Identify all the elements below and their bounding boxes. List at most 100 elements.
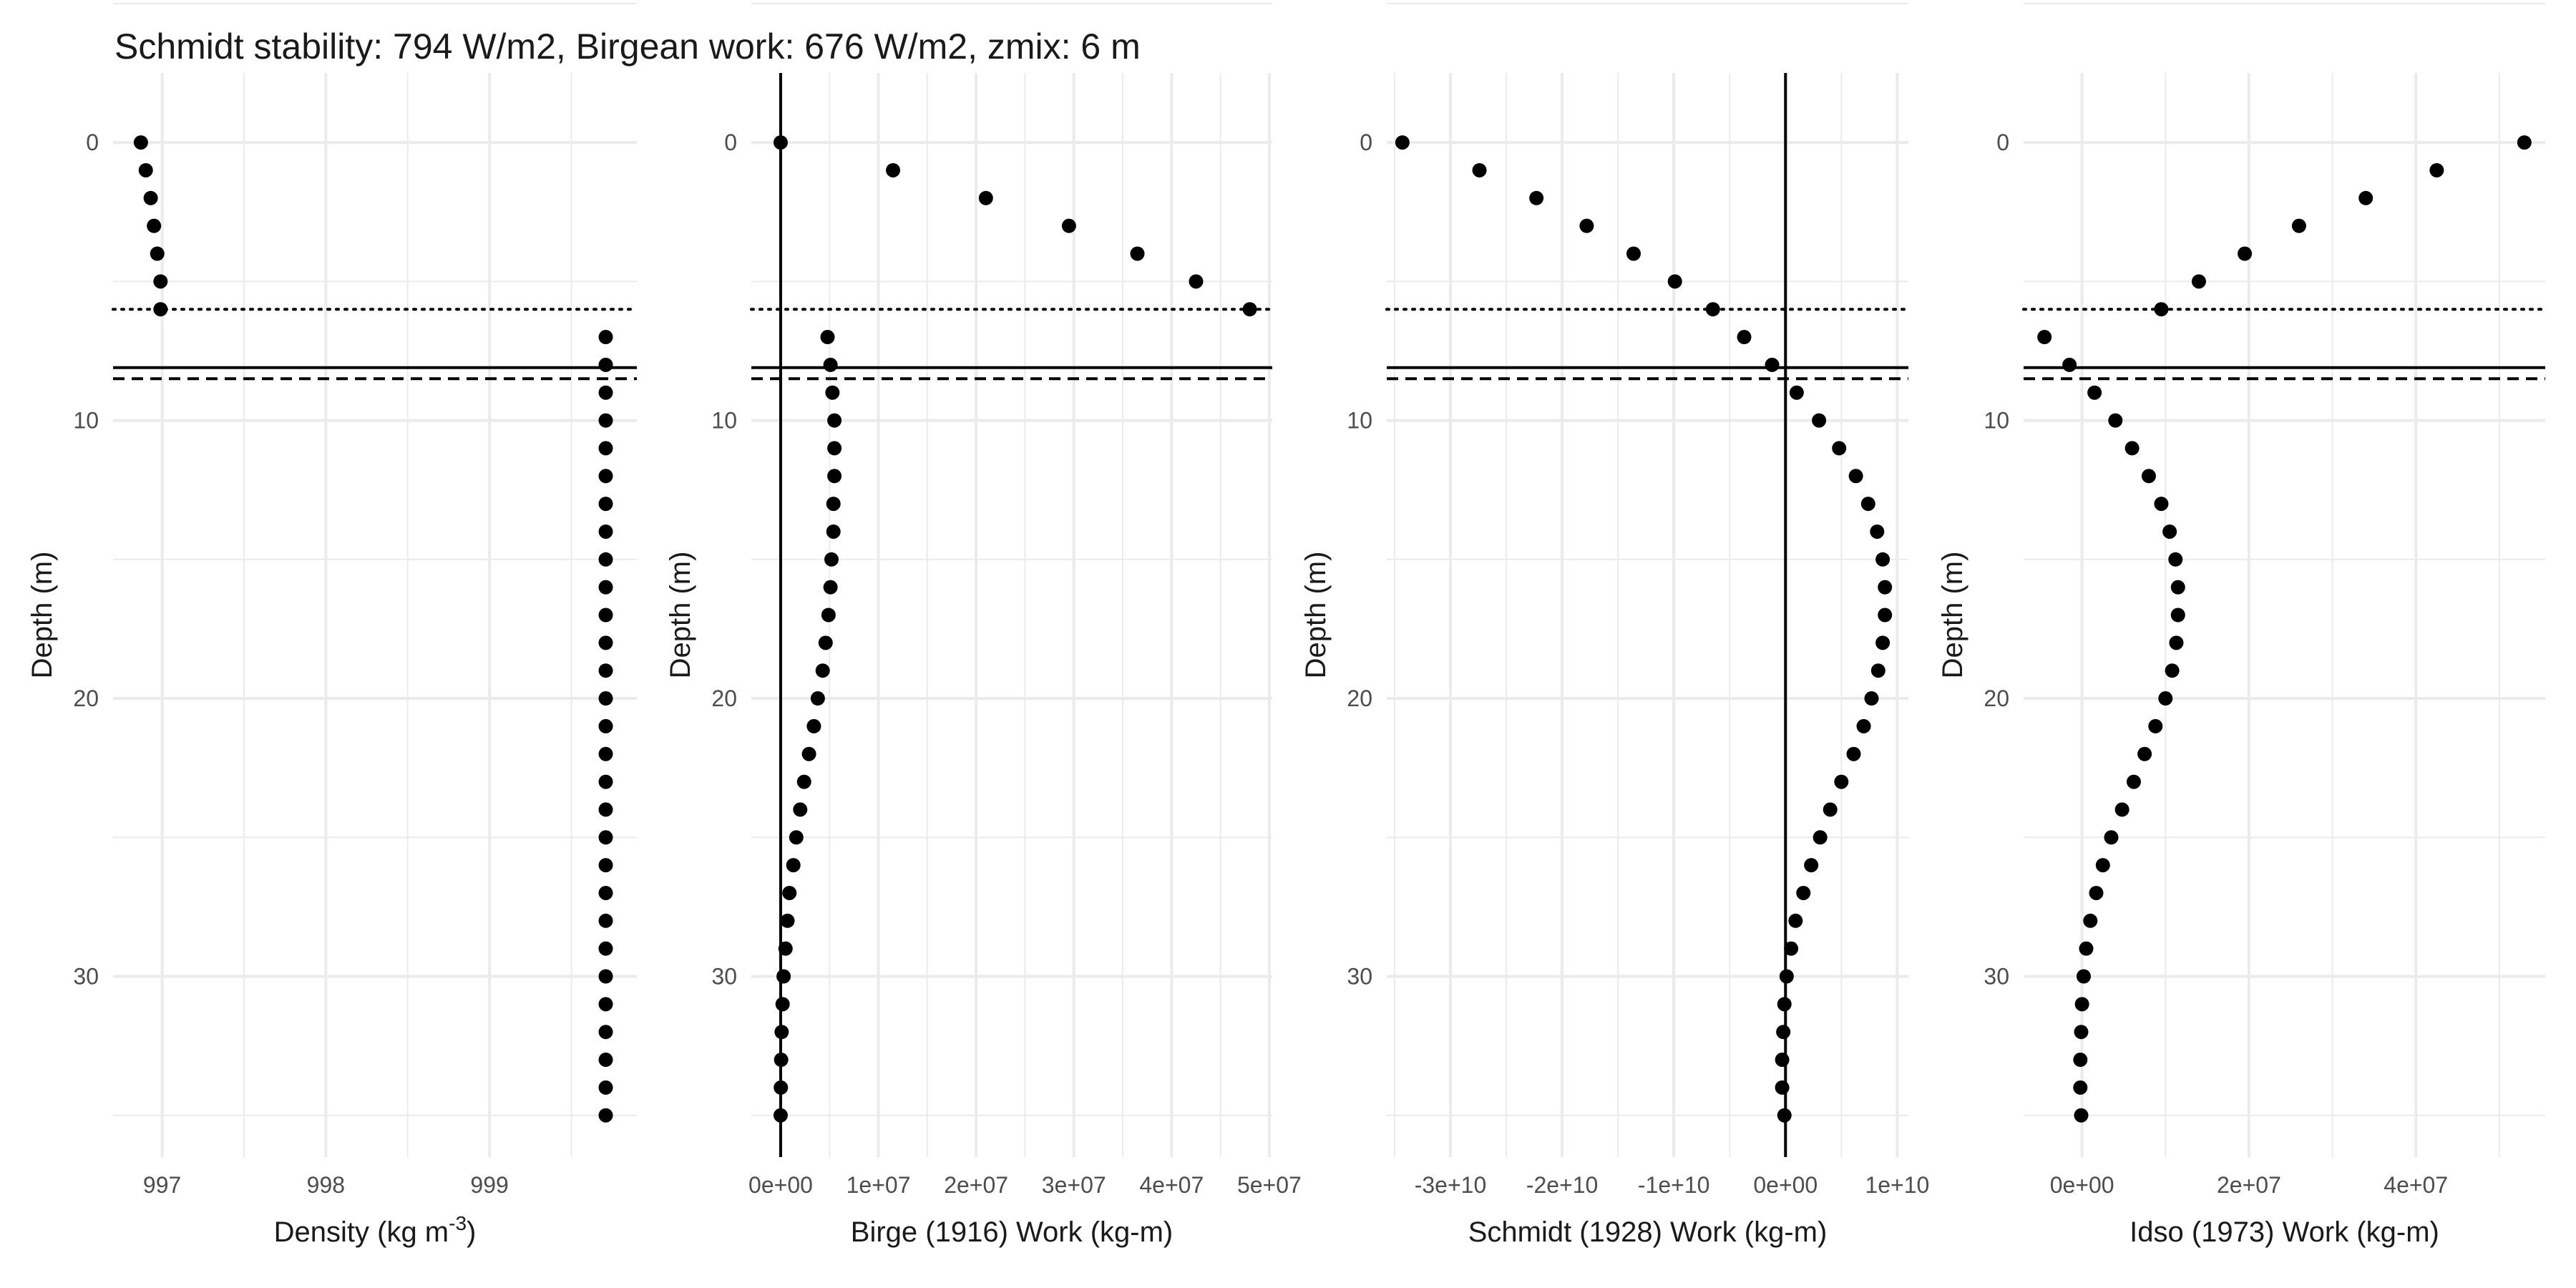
data-point — [2062, 357, 2077, 372]
data-point — [2170, 580, 2185, 595]
x-tick-label: -3e+10 — [1415, 1172, 1487, 1198]
data-point — [1870, 524, 1885, 539]
data-point — [2079, 941, 2094, 956]
panel-idso: 0e+00 2e+07 4e+07 0 10 20 30 Idso (1973) Work (… — [1937, 2, 2547, 1248]
data-point — [1189, 274, 1204, 289]
data-point — [2170, 608, 2185, 623]
x-axis-title-main: Density (kg m — [274, 1216, 449, 1248]
data-point — [1812, 413, 1827, 428]
data-point — [598, 469, 613, 484]
data-point — [773, 1108, 788, 1123]
data-point — [2141, 469, 2156, 484]
x-tick-label: 5e+07 — [1237, 1172, 1302, 1198]
data-point — [1878, 608, 1893, 623]
y-tick-label: 0 — [724, 130, 737, 155]
data-point — [886, 162, 901, 177]
y-tick-label: 10 — [711, 408, 737, 434]
x-axis-title-end: ) — [467, 1216, 476, 1248]
x-tick-label: 4e+07 — [1139, 1172, 1204, 1198]
x-tick-label: -2e+10 — [1526, 1172, 1599, 1198]
y-tick-label: 30 — [1347, 964, 1372, 990]
data-point — [823, 580, 838, 595]
data-point — [1878, 580, 1893, 595]
y-axis-title: Depth (m) — [665, 552, 696, 679]
y-tick-label: 30 — [711, 964, 737, 990]
x-tick-label: 997 — [143, 1172, 181, 1198]
y-tick-label: 10 — [1984, 408, 2009, 434]
data-point — [774, 1025, 789, 1040]
data-point — [598, 608, 613, 623]
y-tick-label: 20 — [1347, 686, 1372, 711]
x-axis-title: Density (kg m-3) — [274, 1212, 477, 1248]
data-point — [598, 969, 613, 984]
y-tick-label: 10 — [1347, 408, 1372, 434]
data-point — [1834, 774, 1849, 789]
data-point — [1242, 302, 1257, 317]
data-point — [796, 774, 811, 789]
x-axis-title: Idso (1973) Work (kg-m) — [2129, 1216, 2439, 1248]
data-point — [2124, 441, 2140, 456]
data-point — [2089, 885, 2104, 900]
data-point — [2162, 524, 2177, 539]
data-point — [598, 858, 613, 873]
data-point — [1784, 941, 1799, 956]
x-axis-title-superscript: -3 — [449, 1212, 467, 1234]
data-point — [1813, 830, 1828, 845]
data-point — [801, 746, 816, 761]
x-tick-label: 1e+10 — [1865, 1172, 1929, 1198]
data-point — [2073, 1053, 2088, 1068]
data-point — [598, 718, 613, 733]
data-point — [778, 941, 793, 956]
x-tick-label: 0e+00 — [748, 1172, 813, 1198]
data-point — [598, 524, 613, 539]
data-point — [1776, 1025, 1791, 1040]
data-point — [1875, 635, 1890, 650]
data-point — [1472, 162, 1487, 177]
data-point — [598, 1053, 613, 1068]
data-point — [598, 691, 613, 706]
data-point — [598, 413, 613, 428]
data-point — [598, 774, 613, 789]
data-point — [2074, 997, 2089, 1012]
data-point — [598, 497, 613, 512]
data-point — [2074, 1108, 2089, 1123]
y-axis-title: Depth (m) — [1937, 552, 1968, 679]
y-axis-title: Depth (m) — [1300, 552, 1332, 679]
data-point — [598, 913, 613, 928]
data-point — [598, 885, 613, 900]
data-point — [826, 524, 841, 539]
data-point — [2074, 1025, 2089, 1040]
data-point — [2291, 218, 2306, 233]
data-point — [1832, 441, 1847, 456]
data-point — [598, 1025, 613, 1040]
data-point — [1804, 858, 1819, 873]
data-point — [598, 580, 613, 595]
data-point — [1848, 469, 1863, 484]
data-point — [2104, 830, 2119, 845]
data-point — [824, 552, 839, 567]
data-point — [815, 663, 830, 678]
panel-density: 997 998 999 0 10 20 30 Density (kg m-3) Depth (m… — [26, 2, 638, 1248]
data-point — [1529, 190, 1544, 205]
data-point — [1846, 746, 1861, 761]
data-point — [2114, 802, 2129, 817]
data-point — [2037, 330, 2052, 345]
y-tick-label: 20 — [1984, 686, 2009, 711]
data-point — [1775, 1080, 1790, 1095]
data-point — [2238, 246, 2253, 261]
x-axis-title: Schmidt (1928) Work (kg-m) — [1468, 1216, 1828, 1248]
data-point — [2076, 969, 2091, 984]
data-point — [1395, 135, 1410, 150]
data-point — [2148, 718, 2163, 733]
x-tick-label: 4e+07 — [2384, 1172, 2448, 1198]
data-point — [150, 246, 165, 261]
y-tick-label: 10 — [73, 408, 99, 434]
data-point — [598, 357, 613, 372]
data-point — [1860, 497, 1875, 512]
data-point — [1777, 997, 1792, 1012]
data-point — [598, 1080, 613, 1095]
x-tick-label: 2e+07 — [944, 1172, 1008, 1198]
data-point — [2095, 858, 2110, 873]
data-point — [2191, 274, 2206, 289]
data-point — [776, 969, 791, 984]
